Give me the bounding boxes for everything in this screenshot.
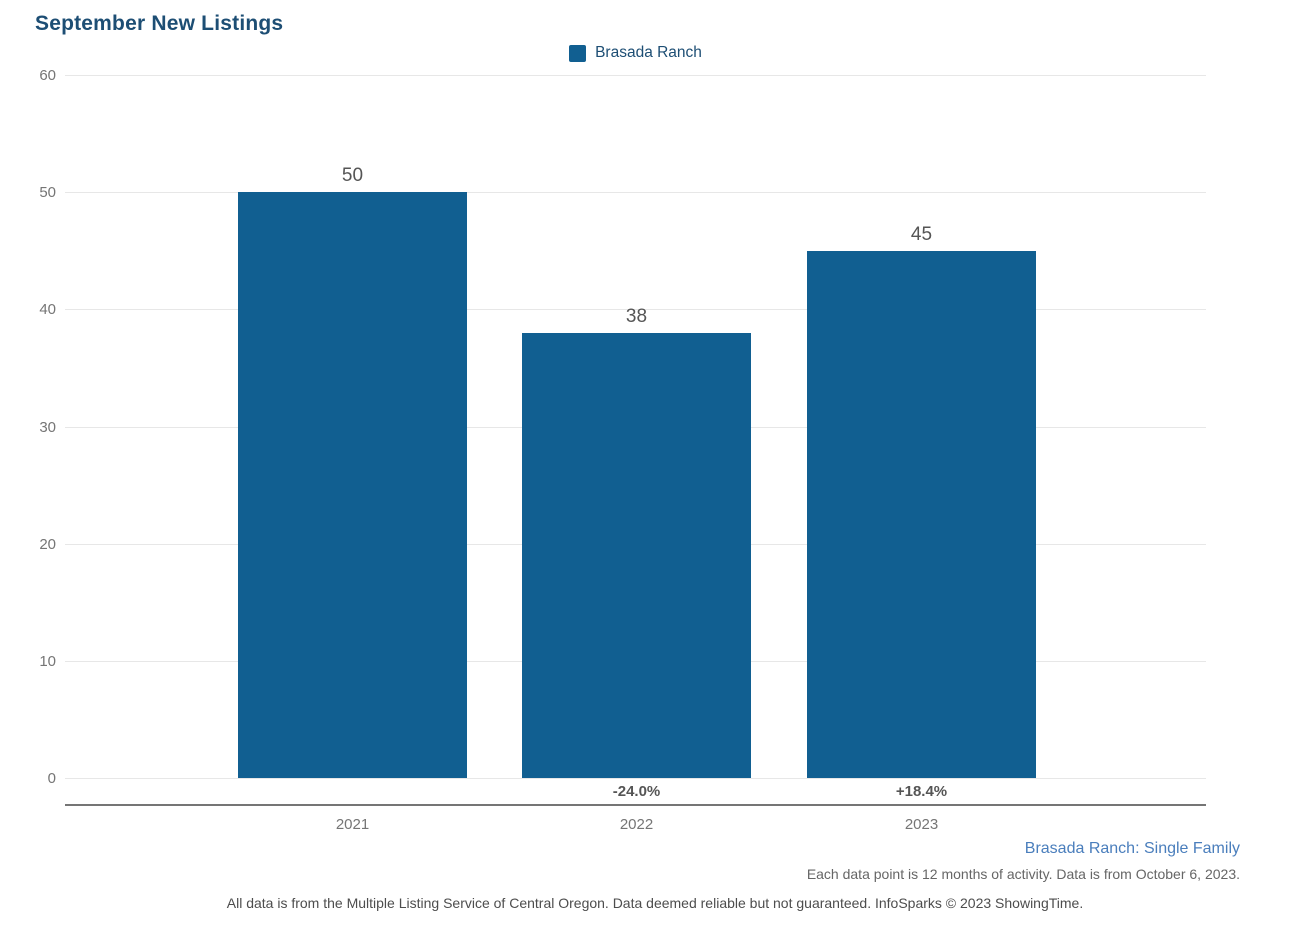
gridline-y-0 [65,778,1206,779]
chart-title: September New Listings [35,12,284,35]
y-tick-label-50: 50 [39,184,56,202]
gridline-y-60 [65,75,1206,76]
gridline-y-50 [65,192,1206,194]
bar-2022[interactable] [522,332,751,778]
legend: Brasada Ranch [65,44,1206,62]
x-axis-line [65,804,1206,806]
bar-value-label-2022: 38 [625,305,648,327]
y-tick-label-30: 30 [39,418,56,436]
disclaimer-text: All data is from the Multiple Listing Se… [226,895,1084,911]
x-tick-label-2023: 2023 [904,816,939,833]
x-tick-label-2021: 2021 [335,816,370,833]
pct-change-label-2022: -24.0% [612,783,661,800]
x-axis-area: 2021 -24.0% 2022 +18.4% 2023 [65,778,1206,848]
y-tick-label-40: 40 [39,301,56,319]
legend-label-brasada-ranch: Brasada Ranch [595,44,702,61]
series-scope-caption: Brasada Ranch: Single Family [1024,840,1240,857]
y-tick-label-60: 60 [39,67,56,84]
bar-2021[interactable] [238,192,467,778]
x-tick-label-2022: 2022 [619,816,654,833]
pct-change-label-2023: +18.4% [895,783,948,800]
bar-value-label-2021: 50 [341,165,364,187]
data-point-note: Each data point is 12 months of activity… [806,866,1240,882]
y-tick-label-0: 0 [47,770,56,787]
legend-swatch-brasada-ranch [569,44,587,62]
gridline-y-40 [65,309,1206,311]
y-tick-label-20: 20 [39,535,56,553]
plot-area: 50 38 45 [65,75,1206,779]
bar-value-label-2023: 45 [910,223,933,245]
y-tick-label-10: 10 [39,652,56,670]
bar-2023[interactable] [807,250,1036,778]
